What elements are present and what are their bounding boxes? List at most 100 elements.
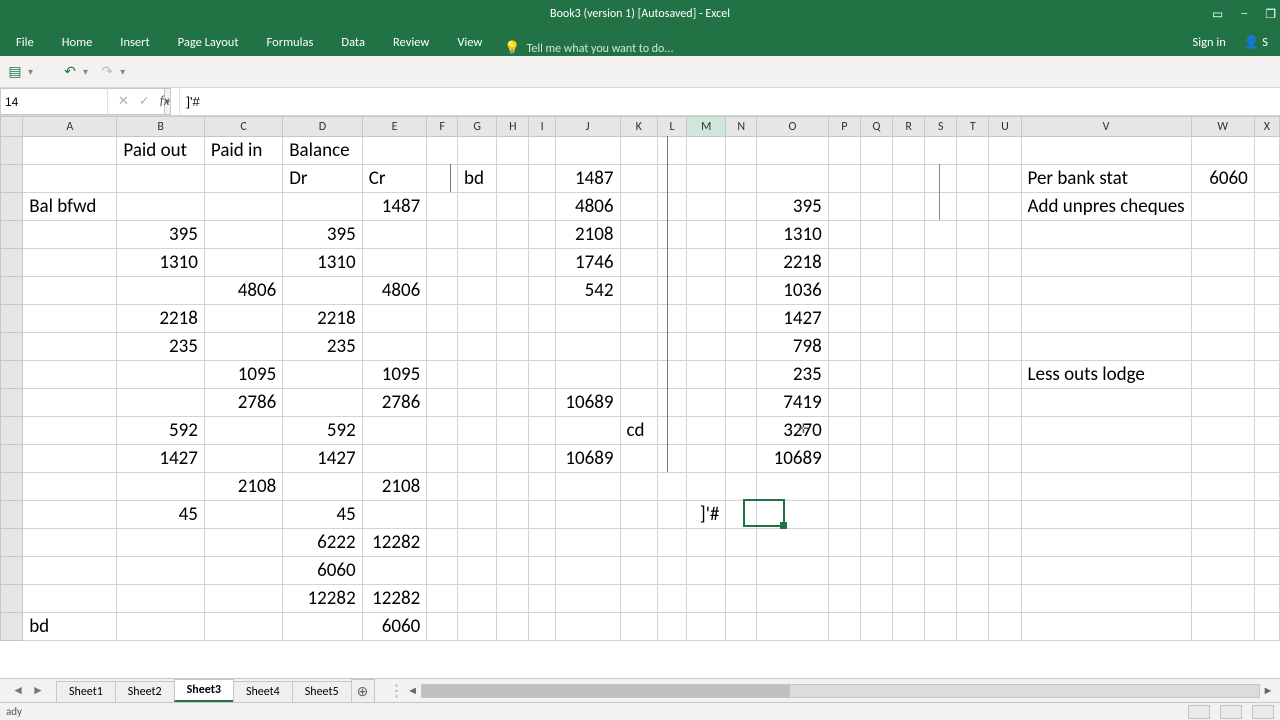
cell[interactable] (362, 417, 427, 445)
cell[interactable] (1191, 305, 1254, 333)
cell[interactable] (726, 277, 757, 305)
cell[interactable] (687, 361, 726, 389)
cell[interactable] (457, 557, 496, 585)
cell[interactable] (828, 445, 860, 473)
cell[interactable] (204, 221, 282, 249)
cell[interactable] (957, 193, 989, 221)
cell[interactable] (828, 585, 860, 613)
cell[interactable] (860, 501, 892, 529)
cell[interactable] (362, 221, 427, 249)
fx-icon[interactable]: fx (160, 94, 170, 109)
cell[interactable] (117, 473, 204, 501)
cell[interactable] (529, 361, 555, 389)
sheet-nav-prev-icon[interactable]: ◄ (12, 683, 24, 698)
row-header[interactable] (1, 221, 23, 249)
cell[interactable] (427, 417, 458, 445)
cell[interactable] (828, 529, 860, 557)
cell[interactable]: 4806 (204, 277, 282, 305)
sheet-tab-sheet4[interactable]: Sheet4 (233, 681, 293, 702)
cell[interactable] (893, 361, 925, 389)
cell[interactable] (893, 137, 925, 165)
cell[interactable] (497, 165, 529, 193)
cell[interactable]: 2108 (204, 473, 282, 501)
cell[interactable] (860, 585, 892, 613)
minimize-icon[interactable]: ─ (1241, 7, 1247, 21)
cell[interactable]: 1487 (555, 165, 620, 193)
cell[interactable] (657, 501, 686, 529)
cell[interactable] (893, 473, 925, 501)
cell[interactable] (1191, 445, 1254, 473)
cell[interactable] (204, 417, 282, 445)
qat-dropdown-icon[interactable]: ▾ (28, 65, 33, 78)
cell[interactable] (925, 445, 957, 473)
cell[interactable] (204, 529, 282, 557)
cell[interactable] (362, 333, 427, 361)
cell[interactable] (555, 305, 620, 333)
cell[interactable] (23, 529, 117, 557)
cell[interactable] (555, 613, 620, 641)
cell[interactable]: 1310 (283, 249, 362, 277)
cell[interactable] (860, 473, 892, 501)
cell[interactable] (204, 333, 282, 361)
cell[interactable] (427, 613, 458, 641)
cell[interactable] (529, 417, 555, 445)
cell[interactable] (529, 529, 555, 557)
cell[interactable] (828, 557, 860, 585)
col-header-O[interactable]: O (757, 117, 829, 137)
cell[interactable] (687, 613, 726, 641)
maximize-icon[interactable]: ❐ (1265, 7, 1276, 22)
cell[interactable] (726, 473, 757, 501)
cell[interactable] (117, 557, 204, 585)
cell[interactable] (427, 445, 458, 473)
cell[interactable] (726, 585, 757, 613)
view-layout-button[interactable] (1220, 705, 1242, 719)
cell[interactable] (529, 165, 555, 193)
cell[interactable] (925, 613, 957, 641)
col-header-G[interactable]: G (457, 117, 496, 137)
undo-icon[interactable]: ↶ (61, 63, 79, 81)
cell[interactable] (204, 585, 282, 613)
cell[interactable] (529, 445, 555, 473)
cell[interactable]: 235 (283, 333, 362, 361)
cell[interactable]: 6060 (1191, 165, 1254, 193)
cell[interactable] (828, 333, 860, 361)
cell[interactable] (362, 445, 427, 473)
cell[interactable] (726, 333, 757, 361)
cell[interactable] (620, 389, 657, 417)
cell[interactable] (362, 137, 427, 165)
cell[interactable] (989, 249, 1021, 277)
cell[interactable] (925, 585, 957, 613)
cell[interactable] (1021, 137, 1191, 165)
cell[interactable] (497, 193, 529, 221)
sign-in-button[interactable]: Sign in👤 S (1183, 29, 1278, 56)
cell[interactable] (989, 473, 1021, 501)
cell[interactable] (828, 165, 860, 193)
cell[interactable] (726, 389, 757, 417)
cell[interactable] (989, 445, 1021, 473)
cell[interactable] (1191, 473, 1254, 501)
cell[interactable]: 1427 (757, 305, 829, 333)
cell[interactable] (687, 389, 726, 417)
cell[interactable] (726, 361, 757, 389)
cell[interactable] (529, 193, 555, 221)
cell[interactable] (828, 473, 860, 501)
view-normal-button[interactable] (1188, 705, 1210, 719)
cell[interactable] (687, 333, 726, 361)
cell[interactable] (23, 417, 117, 445)
cell[interactable] (1021, 529, 1191, 557)
cell[interactable]: 45 (283, 501, 362, 529)
cell[interactable] (687, 417, 726, 445)
cell[interactable] (657, 165, 686, 193)
cell[interactable] (1254, 165, 1279, 193)
cell[interactable] (283, 389, 362, 417)
cell[interactable] (860, 165, 892, 193)
cell[interactable] (457, 389, 496, 417)
col-header-E[interactable]: E (362, 117, 427, 137)
cell[interactable] (687, 557, 726, 585)
cell[interactable] (555, 137, 620, 165)
cell[interactable] (529, 277, 555, 305)
cell[interactable] (893, 389, 925, 417)
cell[interactable] (687, 193, 726, 221)
cell[interactable] (555, 333, 620, 361)
cell[interactable] (283, 277, 362, 305)
